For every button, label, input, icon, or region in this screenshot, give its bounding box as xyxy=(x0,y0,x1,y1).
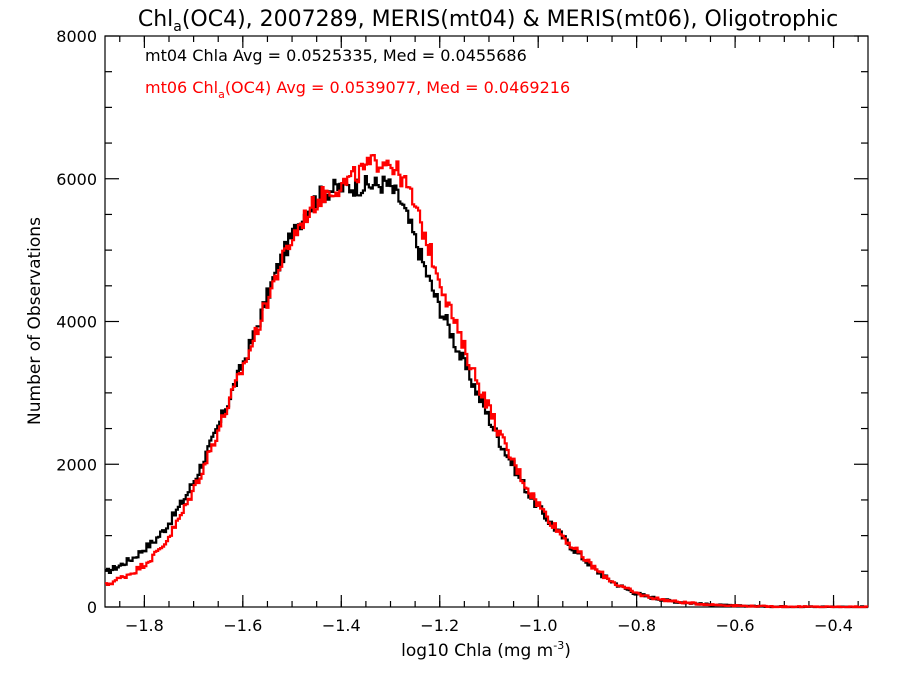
axis-tick-labels: −1.8 −1.6 −1.4 −1.2 −1.0 −0.8 −0.6 −0.4 0 2000 400… xyxy=(56,27,853,635)
series-layer xyxy=(105,154,869,609)
x-tick-label: −1.0 xyxy=(519,616,558,635)
annotation-mt04: mt04 Chla Avg = 0.0525335, Med = 0.04556… xyxy=(145,46,527,65)
x-axis-label-prefix: log10 Chla (mg m xyxy=(401,641,553,661)
annotation-mt06-suffix: (OC4) Avg = 0.0539077, Med = 0.0469216 xyxy=(225,78,570,97)
x-axis-label: log10 Chla (mg m-3) xyxy=(401,639,571,661)
series-mt04-line xyxy=(105,174,869,609)
x-axis-label-suffix: ) xyxy=(564,641,571,661)
x-tick-label: −1.6 xyxy=(223,616,262,635)
y-axis-label: Number of Observations xyxy=(25,217,45,425)
x-tick-label: −0.8 xyxy=(617,616,656,635)
x-tick-label: −1.2 xyxy=(420,616,459,635)
series-mt06-line xyxy=(105,154,869,609)
y-tick-label: 2000 xyxy=(56,455,97,474)
axis-ticks xyxy=(105,35,868,608)
y-tick-label: 4000 xyxy=(56,313,97,332)
y-tick-label: 8000 xyxy=(56,27,97,46)
chart-title-sub: a xyxy=(173,19,182,35)
x-tick-label: −1.4 xyxy=(322,616,361,635)
annotation-mt04-text: mt04 Chla Avg = 0.0525335, Med = 0.04556… xyxy=(145,46,527,65)
y-tick-label: 6000 xyxy=(56,170,97,189)
x-tick-label: −0.4 xyxy=(814,616,853,635)
annotation-mt06-sub: a xyxy=(218,88,225,101)
chart-title-suffix: (OC4), 2007289, MERIS(mt04) & MERIS(mt06… xyxy=(182,7,838,32)
x-tick-label: −0.6 xyxy=(716,616,755,635)
x-axis-label-sup: -3 xyxy=(553,639,564,652)
plot-frame xyxy=(104,35,869,608)
chart-title: Chla(OC4), 2007289, MERIS(mt04) & MERIS(… xyxy=(138,7,838,35)
annotation-mt06-prefix: mt06 Chl xyxy=(145,78,218,97)
x-tick-label: −1.8 xyxy=(125,616,164,635)
annotation-mt06: mt06 Chla(OC4) Avg = 0.0539077, Med = 0.… xyxy=(145,78,570,101)
chart-title-prefix: Chl xyxy=(138,7,173,32)
y-tick-label: 0 xyxy=(87,598,97,617)
